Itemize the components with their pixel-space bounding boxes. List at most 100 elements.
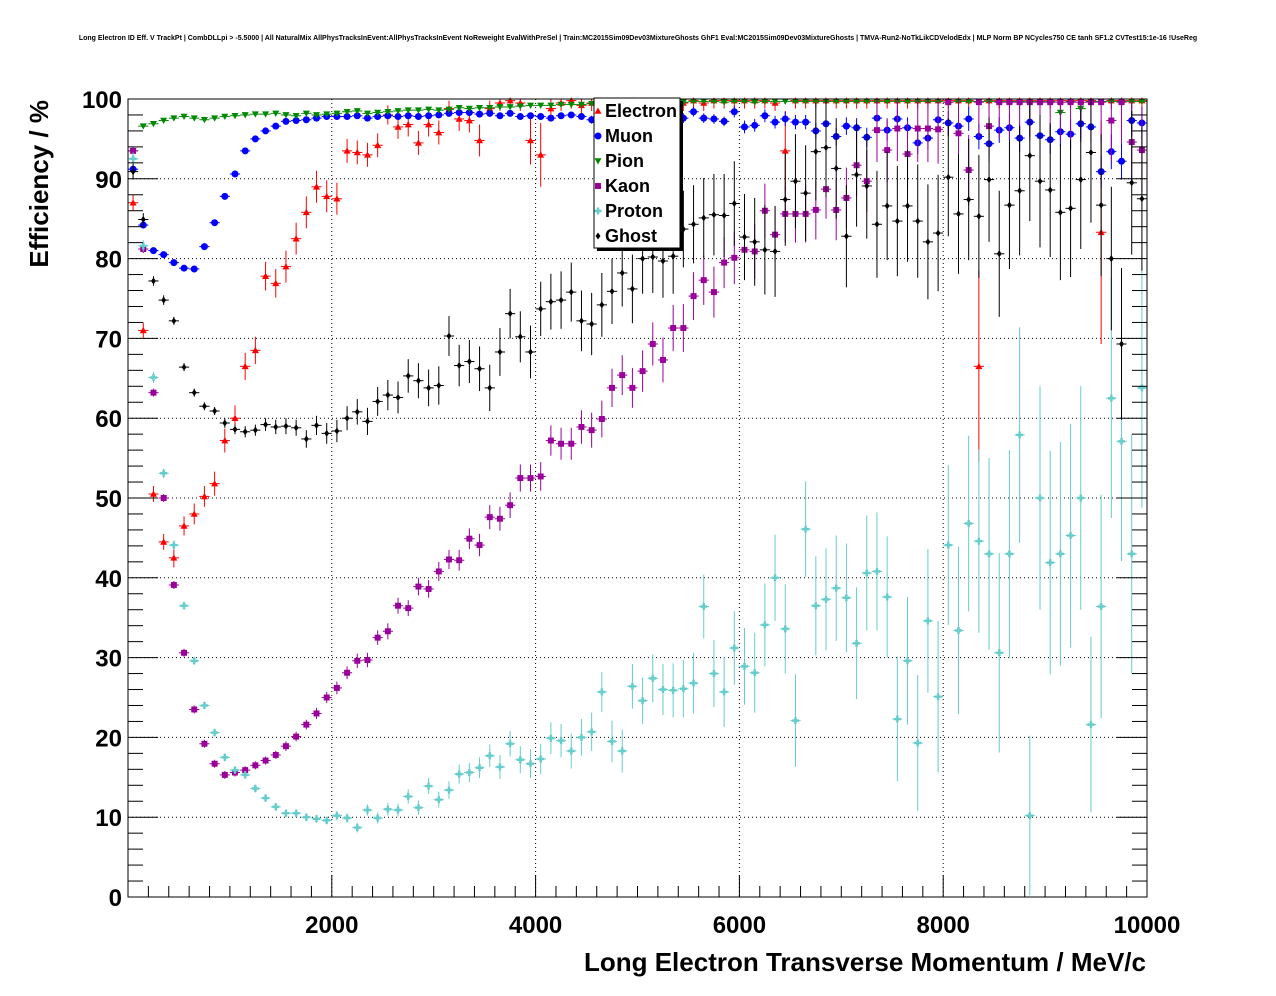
marker-triangle-down	[527, 102, 535, 109]
data-point	[973, 154, 984, 278]
marker-cross	[690, 679, 698, 687]
marker-diamond	[742, 233, 747, 241]
marker-cross	[771, 574, 779, 582]
data-point	[871, 170, 883, 278]
marker-triangle-up	[282, 263, 290, 270]
data-point	[933, 99, 944, 164]
data-point	[739, 628, 750, 705]
data-point	[545, 425, 556, 456]
data-point	[688, 98, 699, 105]
data-point	[178, 601, 190, 610]
marker-triangle-up	[455, 115, 463, 122]
legend-entry-muon: Muon	[594, 126, 653, 146]
marker-triangle-down	[710, 98, 718, 105]
marker-square	[395, 602, 402, 609]
data-point	[403, 359, 414, 393]
data-point	[331, 681, 342, 695]
marker-triangle-down	[761, 98, 769, 105]
marker-triangle-up	[149, 490, 157, 497]
data-point	[352, 822, 363, 833]
marker-circle	[221, 192, 229, 200]
data-point	[1116, 99, 1127, 144]
marker-square	[639, 368, 646, 375]
data-point	[484, 364, 495, 412]
marker-cross	[221, 753, 229, 761]
data-point	[494, 104, 506, 111]
legend-label: Kaon	[605, 176, 650, 196]
marker-diamond	[263, 421, 269, 429]
data-point	[219, 113, 230, 121]
data-point	[250, 111, 261, 118]
data-point	[769, 115, 781, 129]
data-point	[199, 701, 210, 710]
marker-cross	[180, 602, 188, 610]
marker-cross	[1056, 550, 1064, 558]
marker-triangle-up	[394, 123, 402, 130]
marker-diamond	[568, 288, 574, 296]
marker-diamond	[711, 211, 717, 219]
data-point	[433, 366, 444, 405]
marker-circle	[404, 112, 412, 120]
marker-cross	[873, 567, 881, 575]
data-point	[372, 630, 383, 645]
marker-square	[293, 733, 300, 740]
data-point	[769, 205, 781, 297]
data-point	[831, 535, 842, 641]
marker-cross	[567, 747, 575, 755]
data-point	[148, 486, 159, 502]
data-point	[484, 505, 495, 530]
data-point	[994, 190, 1005, 317]
data-point	[973, 449, 984, 633]
data-point	[749, 118, 760, 132]
data-point	[331, 810, 342, 821]
data-point	[912, 675, 923, 811]
marker-diamond	[140, 215, 146, 223]
data-point	[403, 107, 414, 114]
y-tick-label: 10	[95, 805, 122, 832]
marker-triangle-down	[577, 101, 585, 109]
data-point	[158, 494, 169, 502]
data-point	[464, 762, 475, 783]
marker-diamond	[293, 424, 299, 432]
marker-cross	[363, 806, 371, 814]
marker-circle	[740, 123, 748, 131]
marker-circle	[781, 115, 789, 123]
marker-triangle-down	[272, 110, 280, 117]
data-point	[739, 120, 750, 134]
data-point	[729, 161, 740, 246]
marker-triangle-down	[200, 116, 208, 124]
marker-circle	[700, 114, 708, 122]
data-point	[739, 193, 750, 281]
data-point	[311, 707, 322, 720]
marker-triangle-up	[313, 183, 321, 190]
data-point	[637, 677, 648, 724]
marker-cross	[720, 688, 728, 696]
marker-square	[221, 771, 228, 778]
data-point	[596, 400, 607, 438]
data-point	[586, 292, 597, 356]
marker-triangle-up	[527, 136, 535, 144]
data-point	[454, 344, 465, 387]
marker-triangle-down	[863, 98, 871, 105]
marker-cross	[496, 763, 504, 771]
marker-diamond	[477, 365, 483, 373]
data-point	[128, 194, 139, 211]
marker-cross	[282, 809, 290, 817]
data-point	[719, 174, 730, 258]
marker-circle	[262, 127, 270, 135]
data-point	[698, 113, 709, 123]
marker-square	[710, 289, 717, 296]
data-point	[759, 98, 770, 105]
marker-triangle-up	[363, 151, 371, 158]
data-point	[1055, 144, 1066, 281]
marker-circle	[200, 243, 208, 251]
data-point	[505, 731, 516, 757]
data-point	[372, 109, 383, 117]
marker-diamond	[996, 250, 1002, 258]
marker-square	[578, 424, 585, 430]
data-point	[260, 111, 271, 118]
marker-square	[160, 495, 167, 501]
data-point	[657, 337, 669, 383]
marker-triangle-up	[975, 362, 983, 370]
data-point	[219, 418, 230, 428]
